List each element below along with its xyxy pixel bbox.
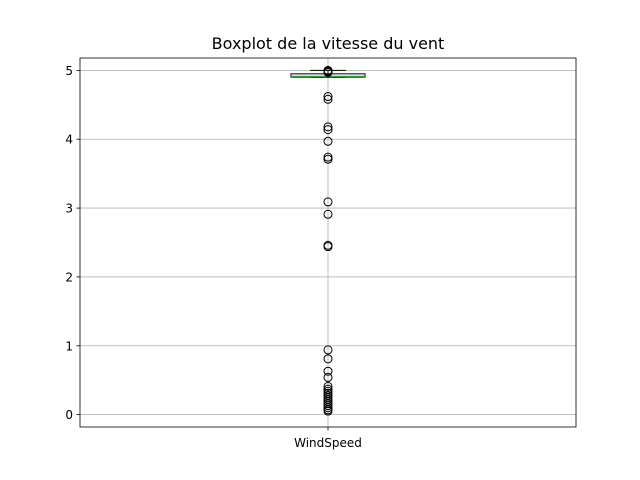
outlier-point [323,372,333,382]
outlier-point [323,209,333,219]
outlier-point [323,125,333,135]
outlier-point [323,401,333,411]
y-tick-label: 4 [65,133,73,147]
outlier-point [323,67,333,77]
outlier-point [323,92,333,102]
outlier-point [323,122,333,132]
outlier-point [323,403,333,413]
outlier-point [323,354,333,364]
x-tick-label: WindSpeed [294,436,362,450]
outlier-point [323,152,333,162]
y-tick-label: 0 [65,408,73,422]
outlier-point [323,406,333,416]
chart-title: Boxplot de la vitesse du vent [212,34,445,53]
outlier-point [323,94,333,104]
outlier-point [323,366,333,376]
y-tick-label: 5 [65,64,73,78]
outlier-point [323,154,333,164]
y-tick-label: 3 [65,202,73,216]
y-tick-label: 2 [65,270,73,284]
outlier-point [323,136,333,146]
outlier-point [323,345,333,355]
axes: 0 1 2 3 4 5 WindSpeed [65,64,362,450]
outlier-point [323,242,333,252]
plot-area [290,65,366,416]
outlier-point [323,197,333,207]
y-tick-label: 1 [65,339,73,353]
outlier-point [323,381,333,391]
